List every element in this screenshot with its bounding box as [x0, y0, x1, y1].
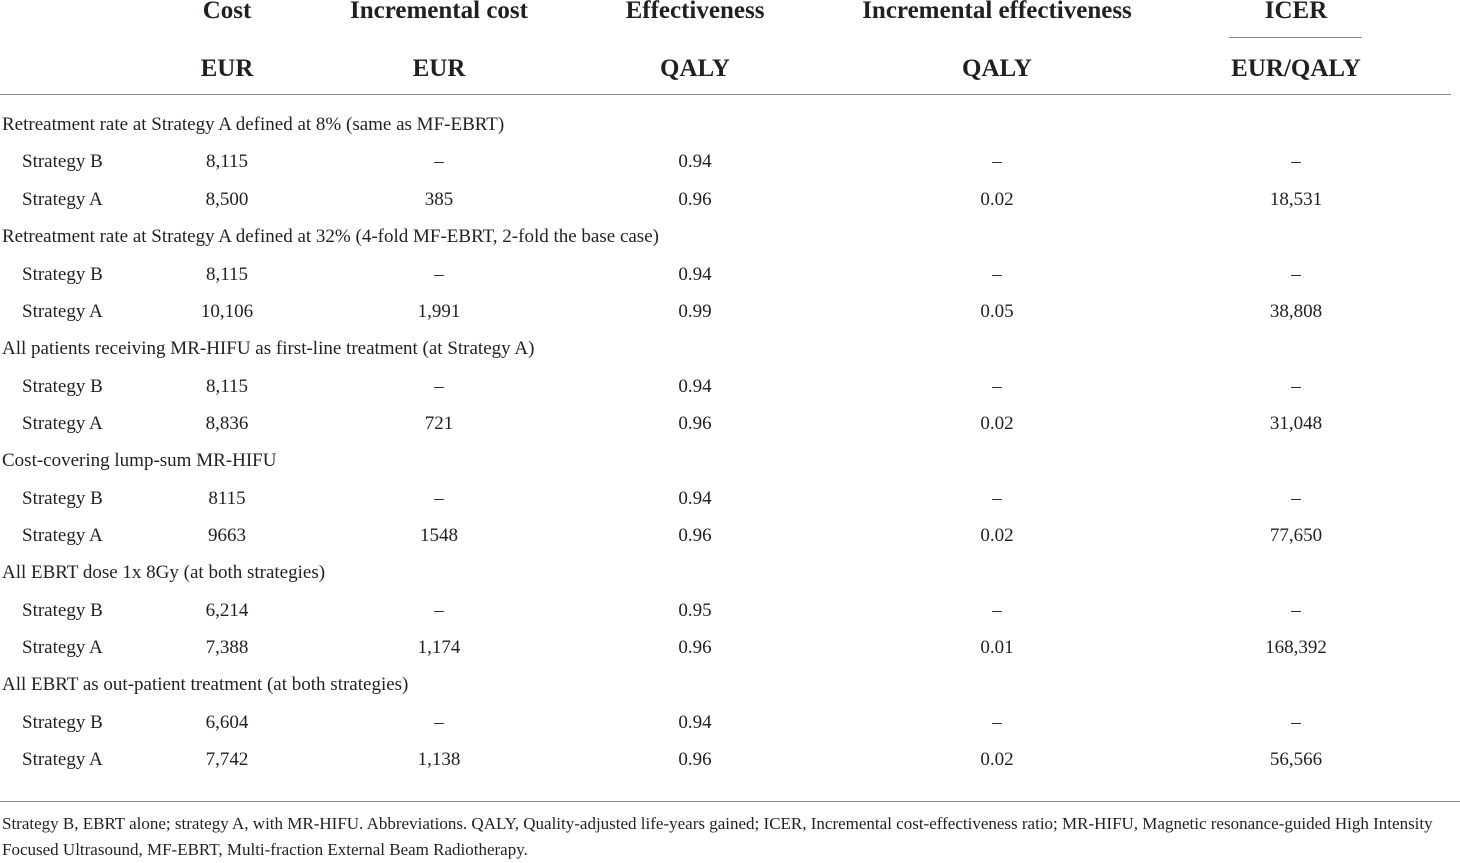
- cell-cost: 6,214: [205, 600, 249, 621]
- cell-cost: 10,106: [200, 301, 254, 322]
- column-header-incremental-cost: Incremental cost: [350, 0, 528, 24]
- column-unit-incremental-effectiveness: QALY: [962, 55, 1032, 82]
- table-bottom-rule: [0, 801, 1460, 802]
- group-title: All EBRT dose 1x 8Gy (at both strategies…: [2, 562, 326, 583]
- cell-incremental-cost: 1548: [420, 525, 458, 546]
- cell-icer: 31,048: [1269, 413, 1323, 434]
- cell-incremental-cost: 385: [424, 189, 454, 210]
- row-label: Strategy B: [22, 264, 103, 285]
- cell-cost: 8,500: [205, 189, 249, 210]
- cell-cost: 8,836: [205, 413, 249, 434]
- cell-incremental-cost: 1,991: [417, 301, 461, 322]
- cell-effectiveness: 0.96: [678, 189, 712, 210]
- cell-effectiveness: 0.94: [678, 712, 712, 733]
- group-title: All EBRT as out-patient treatment (at bo…: [2, 674, 409, 695]
- column-header-icer: ICER: [1264, 0, 1328, 24]
- column-header-effectiveness: Effectiveness: [625, 0, 765, 24]
- column-unit-effectiveness: QALY: [660, 55, 730, 82]
- row-label: Strategy B: [22, 488, 103, 509]
- cell-effectiveness: 0.96: [678, 637, 712, 658]
- cell-effectiveness: 0.94: [678, 376, 712, 397]
- row-label: Strategy A: [22, 413, 103, 434]
- cell-icer: –: [1291, 712, 1301, 733]
- cell-effectiveness: 0.96: [678, 749, 712, 770]
- cell-cost: 6,604: [205, 712, 249, 733]
- cell-icer: 77,650: [1269, 525, 1323, 546]
- group-title: Cost-covering lump-sum MR-HIFU: [2, 450, 277, 471]
- cell-cost: 7,388: [205, 637, 249, 658]
- cell-incremental-cost: 1,138: [417, 749, 461, 770]
- cell-incremental-effectiveness: –: [992, 376, 1002, 397]
- cell-incremental-effectiveness: 0.02: [980, 413, 1014, 434]
- row-label: Strategy B: [22, 376, 103, 397]
- row-label: Strategy A: [22, 637, 103, 658]
- header-bottom-rule: [0, 94, 1451, 95]
- cell-incremental-effectiveness: 0.02: [980, 189, 1014, 210]
- cell-icer: –: [1291, 264, 1301, 285]
- cell-icer: 168,392: [1265, 637, 1327, 658]
- cell-cost: 9663: [208, 525, 246, 546]
- row-label: Strategy B: [22, 600, 103, 621]
- cell-effectiveness: 0.94: [678, 264, 712, 285]
- cell-cost: 8,115: [205, 264, 249, 285]
- cell-incremental-effectiveness: –: [992, 600, 1002, 621]
- row-label: Strategy B: [22, 712, 103, 733]
- icer-header-underline: [1229, 37, 1362, 38]
- row-label: Strategy A: [22, 525, 103, 546]
- cell-incremental-effectiveness: 0.02: [980, 525, 1014, 546]
- cell-incremental-cost: –: [434, 376, 444, 397]
- group-title: Retreatment rate at Strategy A defined a…: [2, 226, 659, 247]
- cell-incremental-cost: 1,174: [417, 637, 461, 658]
- cell-effectiveness: 0.96: [678, 413, 712, 434]
- column-unit-cost: EUR: [200, 55, 254, 82]
- cell-incremental-effectiveness: –: [992, 151, 1002, 172]
- cell-effectiveness: 0.99: [678, 301, 712, 322]
- cell-cost: 8,115: [205, 376, 249, 397]
- cell-cost: 8,115: [205, 151, 249, 172]
- column-header-incremental-effectiveness: Incremental effectiveness: [862, 0, 1132, 24]
- cell-icer: 56,566: [1269, 749, 1323, 770]
- cell-effectiveness: 0.94: [678, 151, 712, 172]
- cell-incremental-cost: –: [434, 264, 444, 285]
- column-unit-icer: EUR/QALY: [1231, 55, 1361, 82]
- row-label: Strategy A: [22, 749, 103, 770]
- cell-incremental-effectiveness: –: [992, 712, 1002, 733]
- cell-incremental-cost: –: [434, 151, 444, 172]
- cell-incremental-cost: –: [434, 712, 444, 733]
- cell-incremental-cost: 721: [424, 413, 454, 434]
- cell-effectiveness: 0.95: [678, 600, 712, 621]
- cell-icer: –: [1291, 151, 1301, 172]
- cell-icer: 38,808: [1269, 301, 1323, 322]
- group-title: All patients receiving MR-HIFU as first-…: [2, 338, 535, 359]
- cell-incremental-effectiveness: –: [992, 488, 1002, 509]
- cell-icer: –: [1291, 600, 1301, 621]
- cell-icer: –: [1291, 488, 1301, 509]
- cell-incremental-cost: –: [434, 488, 444, 509]
- column-header-cost: Cost: [202, 0, 252, 24]
- cell-icer: 18,531: [1269, 189, 1323, 210]
- cell-incremental-effectiveness: –: [992, 264, 1002, 285]
- cell-effectiveness: 0.94: [678, 488, 712, 509]
- row-label: Strategy A: [22, 301, 103, 322]
- column-unit-incremental-cost: EUR: [412, 55, 466, 82]
- group-title: Retreatment rate at Strategy A defined a…: [2, 114, 505, 135]
- cell-cost: 8115: [208, 488, 246, 509]
- cell-effectiveness: 0.96: [678, 525, 712, 546]
- table-footnote: Strategy B, EBRT alone; strategy A, with…: [2, 814, 1433, 859]
- cell-icer: –: [1291, 376, 1301, 397]
- row-label: Strategy A: [22, 189, 103, 210]
- row-label: Strategy B: [22, 151, 103, 172]
- cell-cost: 7,742: [205, 749, 249, 770]
- cell-incremental-effectiveness: 0.01: [980, 637, 1014, 658]
- cell-incremental-cost: –: [434, 600, 444, 621]
- cell-incremental-effectiveness: 0.02: [980, 749, 1014, 770]
- cell-incremental-effectiveness: 0.05: [980, 301, 1014, 322]
